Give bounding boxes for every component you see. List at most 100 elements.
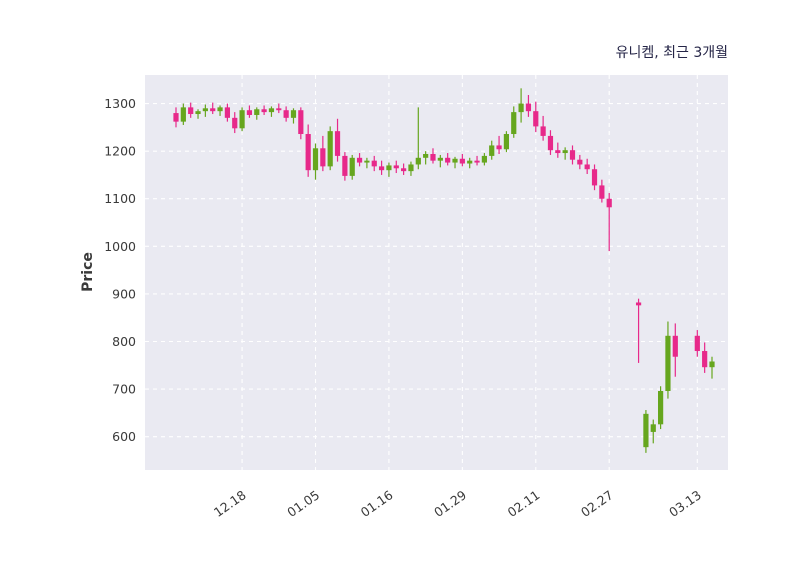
candle-body bbox=[577, 159, 583, 165]
candle bbox=[305, 124, 311, 177]
candle-body bbox=[591, 169, 598, 186]
candle-body bbox=[658, 391, 664, 425]
candle-body bbox=[268, 108, 275, 113]
candle-body bbox=[503, 134, 510, 150]
candle-body bbox=[650, 424, 656, 432]
x-tick-label: 02.11 bbox=[505, 487, 543, 520]
candle bbox=[188, 102, 194, 118]
candle-body bbox=[481, 155, 487, 163]
x-tick-label: 02.27 bbox=[578, 487, 616, 520]
candle-body bbox=[276, 108, 282, 111]
candle-body bbox=[298, 110, 304, 135]
candle-body bbox=[371, 160, 377, 167]
candle bbox=[635, 298, 642, 363]
candle bbox=[467, 157, 473, 169]
candle bbox=[525, 94, 532, 117]
candle bbox=[298, 107, 304, 140]
candle bbox=[401, 163, 407, 175]
candle-body bbox=[518, 103, 524, 113]
candle-body bbox=[195, 111, 201, 115]
candle bbox=[694, 330, 700, 357]
chart-title: 유니켐, 최근 3개월 bbox=[615, 45, 728, 61]
candle-body bbox=[533, 111, 539, 127]
candle-body bbox=[408, 164, 414, 172]
candle bbox=[180, 103, 186, 125]
candle bbox=[562, 147, 568, 160]
candle-body bbox=[217, 107, 223, 112]
candle-body bbox=[555, 150, 561, 154]
candle-body bbox=[562, 150, 568, 154]
candle-body bbox=[415, 157, 421, 165]
candle-body bbox=[254, 109, 260, 115]
candle bbox=[489, 140, 495, 160]
y-tick-label: 600 bbox=[112, 429, 136, 444]
candle bbox=[217, 105, 223, 116]
candle-body bbox=[430, 154, 436, 161]
candle-body bbox=[246, 110, 253, 115]
candle-body bbox=[180, 107, 186, 122]
candle bbox=[481, 153, 487, 166]
plot-area bbox=[145, 75, 728, 470]
candle bbox=[577, 154, 583, 170]
candle bbox=[665, 321, 671, 399]
candle bbox=[371, 155, 377, 172]
candle-body bbox=[569, 150, 576, 160]
x-tick-label: 01.16 bbox=[358, 487, 396, 520]
candle bbox=[276, 103, 282, 114]
y-tick-label: 700 bbox=[112, 382, 136, 397]
candle bbox=[709, 356, 715, 379]
candle bbox=[643, 410, 649, 453]
candle bbox=[283, 106, 289, 122]
candle bbox=[702, 342, 708, 373]
candle bbox=[415, 107, 421, 170]
x-tick-label: 01.05 bbox=[284, 487, 322, 520]
candle bbox=[268, 106, 275, 117]
candle-body bbox=[290, 110, 297, 118]
candle-body bbox=[202, 108, 208, 112]
candle-body bbox=[672, 335, 678, 357]
candle bbox=[437, 154, 443, 168]
candle-body bbox=[702, 351, 708, 368]
candle-body bbox=[173, 113, 179, 122]
candle-body bbox=[378, 166, 385, 171]
candle-body bbox=[445, 157, 451, 163]
candle bbox=[658, 386, 664, 430]
candle bbox=[210, 102, 216, 115]
candle bbox=[452, 156, 458, 169]
candle bbox=[342, 152, 348, 181]
candle-body bbox=[474, 160, 480, 163]
candle bbox=[474, 155, 480, 166]
candle-body bbox=[401, 168, 407, 172]
candle-body bbox=[261, 109, 267, 113]
candle bbox=[202, 104, 208, 117]
candle bbox=[591, 164, 598, 191]
candle-body bbox=[467, 160, 473, 164]
candle-body bbox=[437, 157, 443, 161]
candle-body bbox=[283, 110, 289, 118]
candle bbox=[672, 323, 678, 377]
candle bbox=[496, 135, 502, 154]
candle bbox=[555, 142, 561, 158]
candle-body bbox=[239, 110, 245, 129]
candle-body bbox=[459, 158, 465, 164]
candle-body bbox=[511, 112, 517, 135]
candle-body bbox=[599, 185, 605, 199]
candle bbox=[195, 109, 201, 119]
candle bbox=[650, 419, 656, 444]
candle bbox=[423, 151, 429, 165]
candle bbox=[312, 143, 319, 180]
candle bbox=[445, 153, 451, 166]
candle-body bbox=[665, 335, 671, 391]
candle bbox=[540, 115, 546, 141]
candle bbox=[408, 161, 414, 176]
candle bbox=[393, 160, 399, 174]
candle-body bbox=[643, 413, 649, 448]
candle bbox=[254, 107, 260, 120]
candle bbox=[533, 101, 539, 133]
y-tick-label: 1200 bbox=[104, 144, 136, 159]
candle bbox=[584, 158, 590, 174]
candle-body bbox=[393, 165, 399, 169]
candle bbox=[239, 107, 245, 132]
candle bbox=[518, 88, 524, 123]
